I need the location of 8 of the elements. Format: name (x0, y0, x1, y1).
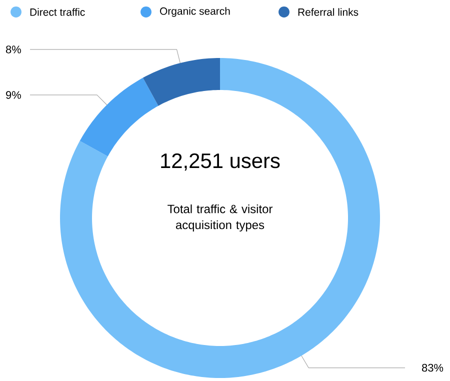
data-label: 83% (422, 364, 444, 372)
legend-label: Direct traffic (30, 8, 85, 16)
text: 12,251 users (161, 153, 280, 171)
data-label: 9% (6, 91, 21, 99)
data-label: 8% (6, 46, 21, 54)
legend-label: Organic search (160, 7, 230, 17)
legend-label: Referral links (298, 8, 358, 16)
text: Total traffic & visitor acquisition types (168, 204, 272, 232)
